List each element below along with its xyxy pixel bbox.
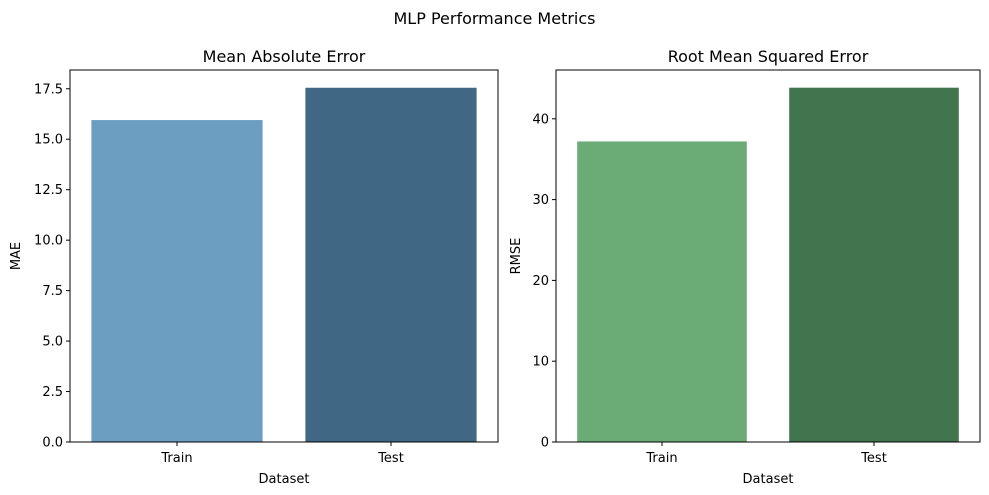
rmse-xtick-label: Test	[860, 451, 887, 466]
rmse-xtick-label: Train	[645, 451, 677, 466]
mae-ytick-label: 17.5	[34, 82, 63, 97]
rmse-ytick-label: 20	[532, 274, 549, 289]
mae-ytick-label: 15.0	[34, 133, 63, 148]
mae-title: Mean Absolute Error	[203, 47, 366, 66]
rmse-bar-train	[577, 141, 747, 442]
mae-xtick-label: Test	[377, 451, 404, 466]
mae-ylabel: MAE	[9, 242, 24, 270]
mae-ytick-label: 5.0	[42, 335, 63, 350]
rmse-ylabel: RMSE	[509, 238, 524, 275]
mae-panel: 0.0 2.5 5.0 7.5 10.0 12.5 15.0 17.5 Train Test Mea…	[9, 47, 499, 487]
mae-xtick-label: Train	[160, 451, 192, 466]
mae-ytick-label: 12.5	[34, 183, 63, 198]
rmse-axes-frame	[555, 69, 981, 443]
mae-ytick-label: 2.5	[42, 385, 63, 400]
rmse-title: Root Mean Squared Error	[668, 47, 869, 66]
rmse-xlabel: Dataset	[743, 472, 794, 487]
mae-ytick-label: 10.0	[34, 234, 63, 249]
rmse-ytick-label: 30	[532, 193, 549, 208]
rmse-panel: 0 10 20 30 40 Train Test Root Mean Squared Erro…	[509, 47, 981, 487]
rmse-ytick-label: 0	[541, 436, 549, 451]
mae-bar-train	[91, 120, 263, 442]
mae-axes-frame	[69, 69, 499, 443]
rmse-ytick-label: 10	[532, 355, 549, 370]
mae-ytick-label: 7.5	[42, 284, 63, 299]
rmse-bar-test	[789, 87, 959, 442]
mae-xlabel: Dataset	[259, 472, 310, 487]
figure-suptitle: MLP Performance Metrics	[393, 9, 595, 28]
rmse-ytick-label: 40	[532, 112, 549, 127]
mae-bar-test	[305, 87, 477, 442]
mae-ytick-label: 0.0	[42, 436, 63, 451]
